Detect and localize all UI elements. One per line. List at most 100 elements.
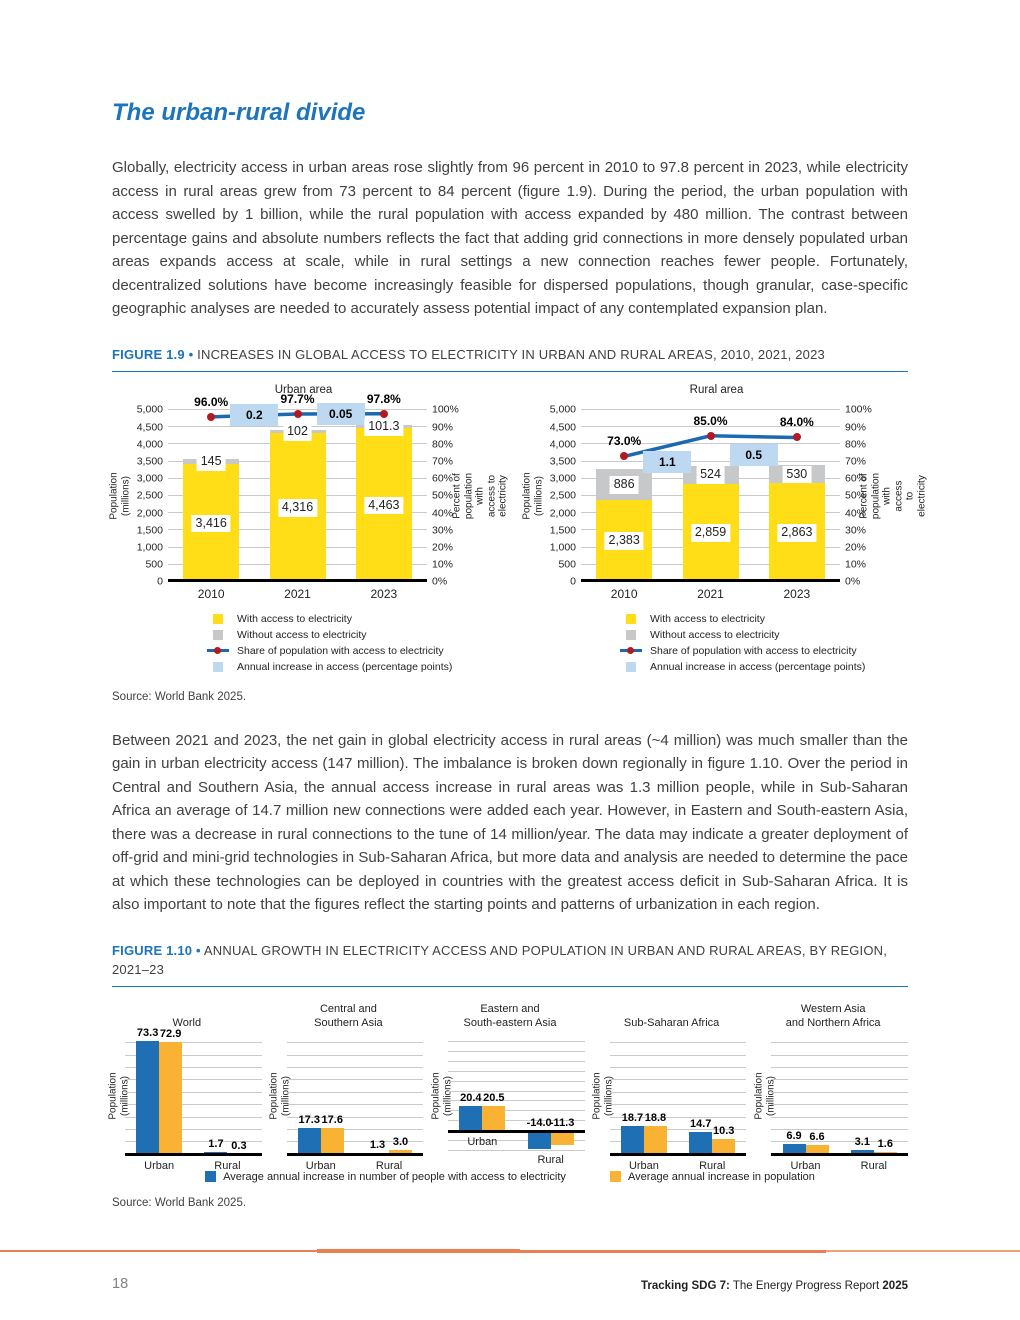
chart-region-3: Sub-Saharan Africa Population (millions) 1… [592,999,747,1172]
plot-area: 20.4 -14.0 20.5 -11.3 Urban Rural [448,1037,585,1166]
gridline [771,1104,908,1106]
y-tick-label: 2,500 [549,489,576,502]
line-marker [207,412,216,421]
figure-1-9-caption: FIGURE 1.9 • INCREASES IN GLOBAL ACCESS … [112,345,908,372]
rule-segment [520,1249,826,1253]
bar-population [482,1105,506,1132]
gridline [448,1080,585,1082]
y-tick-label: 4,000 [136,438,163,451]
figure-1-10-caption: FIGURE 1.10 • ANNUAL GROWTH IN ELECTRICI… [112,941,908,987]
figure-1-9-source: Source: World Bank 2025. [112,690,247,703]
x-tick-label: Rural [860,1159,887,1172]
page-number: 18 [112,1276,129,1292]
gridline [771,1042,908,1044]
y-tick-label: 100% [432,403,459,416]
bar-population [159,1041,183,1155]
y-tick-label: 500 [145,558,163,571]
legend-item: Annual increase in access (percentage po… [207,661,495,673]
y-tick-label: 40% [845,506,867,519]
with-access-value: 3,416 [191,514,231,533]
square-marker-icon [620,661,642,672]
gridline [286,1129,424,1131]
bar-value-label: 10.3 [713,1124,735,1137]
y-tick-label: 5,000 [136,403,163,416]
x-tick-label: Urban [305,1159,336,1172]
x-tick-label: 2010 [197,586,225,601]
plot-area: 1.1 0.5 73.0% 85.0% 84.0% 2,383 886 2,859 524 2,8… [581,408,840,582]
bar-access [782,1144,806,1155]
with-access-value: 4,316 [277,499,318,517]
gridline [609,1079,747,1081]
gridline [448,1150,585,1152]
gridline [609,1129,747,1131]
gridline [286,1054,424,1056]
y-tick-label: 10% [432,558,454,571]
share-percent-label: 85.0% [693,413,728,428]
gridline [448,1060,585,1062]
report-title-prefix: Tracking SDG 7: [641,1280,730,1292]
x-tick-label: Urban [790,1159,821,1172]
bar-access [850,1150,874,1155]
figure-1-10-legend: Average annual increase in number of peo… [112,1171,908,1183]
legend-label: Annual increase in access (percentage po… [237,660,453,673]
footer-accent-rule [0,1249,1020,1253]
y-tick-label: 1,500 [549,524,576,537]
legend-item: With access to electricity [207,613,495,625]
chart-region-2: Eastern and South-eastern Asia Population… [430,999,585,1166]
rule-segment [0,1250,317,1252]
bar-access [689,1132,713,1155]
rule-segment [317,1249,520,1253]
bar-value-label: 73.3 [136,1027,159,1040]
x-tick-label: Urban [628,1159,659,1172]
gridline [771,1066,908,1068]
legend-item: Average annual increase in number of peo… [205,1171,566,1183]
chart-body: Population (millions) 0 500 1,000 1,500 2,000… [109,392,509,587]
legend-square [213,629,223,640]
chart-region-4: Western Asia and Northern Africa Populati… [753,999,908,1172]
gridline [609,1104,747,1106]
report-title: Tracking SDG 7: The Energy Progress Repo… [641,1280,908,1292]
legend-label: Average annual increase in number of peo… [223,1170,566,1183]
line-marker [706,431,715,440]
y-tick-label: 40% [432,506,454,519]
y-axis-label: Population (millions) [430,1037,453,1155]
y-axis-ticks-left: 0 500 1,000 1,500 2,000 2,500 3,000 3,500 4,000 4… [541,405,581,587]
bar-value-label: 17.6 [321,1113,343,1126]
legend-label: Average annual increase in population [627,1170,815,1183]
y-tick-label: 1,000 [549,541,576,554]
report-title-year: 2025 [882,1280,908,1292]
gridline [168,408,427,410]
square-marker-icon [620,613,642,624]
legend-line-dot [214,647,221,655]
bar-value-label: 18.7 [621,1111,644,1124]
region-title: Eastern and South-eastern Asia [463,1003,557,1030]
figure-1-10-title: ANNUAL GROWTH IN ELECTRICITY ACCESS AND … [112,942,888,977]
gridline [448,1070,585,1072]
gridline [771,1116,908,1118]
x-tick-label: 2023 [370,586,398,601]
legend-label: With access to electricity [650,612,765,625]
x-tick-label: 2021 [284,586,311,601]
line-marker-icon [620,646,642,655]
gridline [771,1141,908,1143]
legend-square [626,613,636,624]
gridline [448,1050,585,1052]
line-marker [792,433,801,442]
bar-access [297,1128,321,1155]
bar-value-label: 3.0 [392,1136,409,1149]
bar-population [643,1125,667,1155]
x-axis [771,1153,908,1157]
y-axis-ticks-left: 0 500 1,000 1,500 2,000 2,500 3,000 3,500 4,000 4… [128,405,168,587]
gridline [286,1141,424,1143]
y-tick-label: 50% [845,489,867,502]
y-axis-label-right-text: Percent of population with access to ele… [858,472,928,519]
y-axis-label: Population (millions) [592,1037,615,1155]
y-tick-label: 90% [845,420,867,433]
gridline [448,1040,585,1042]
annual-increase-box: 0.2 [230,404,279,427]
share-percent-label: 84.0% [779,415,814,430]
gridline [448,1090,585,1092]
section-heading: The urban-rural divide [112,99,366,126]
legend-item: Share of population with access to elect… [207,645,495,657]
y-axis-label: Population (millions) [753,1037,776,1155]
